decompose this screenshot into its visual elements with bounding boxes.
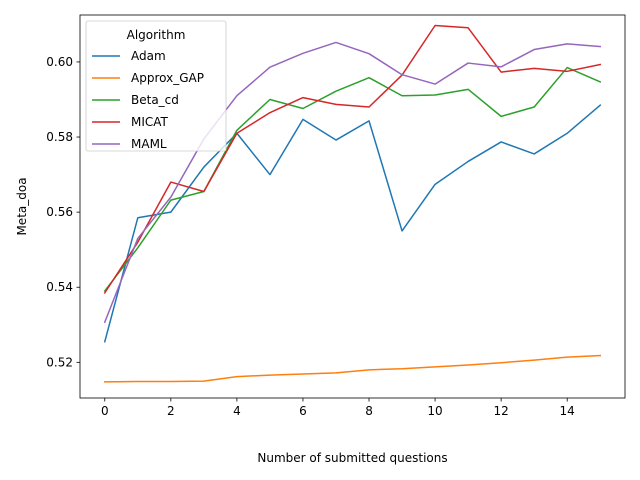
series-line-beta-cd — [103, 66, 602, 293]
y-tick-label: 0.60 — [46, 55, 73, 69]
y-tick-label: 0.54 — [46, 280, 73, 294]
x-tick-label: 8 — [365, 404, 373, 418]
y-axis-ticks: 0.52 0.54 0.56 0.58 0.60 — [46, 55, 80, 369]
series-line-adam — [103, 104, 602, 343]
x-tick-label: 4 — [233, 404, 241, 418]
y-tick-label: 0.56 — [46, 205, 73, 219]
x-tick-label: 2 — [167, 404, 175, 418]
x-axis-ticks: 0 2 4 6 8 10 12 14 — [101, 398, 575, 418]
x-tick-label: 10 — [427, 404, 442, 418]
x-tick-label: 0 — [101, 404, 109, 418]
x-tick-label: 12 — [493, 404, 508, 418]
y-tick-label: 0.58 — [46, 130, 73, 144]
x-tick-label: 6 — [299, 404, 307, 418]
series-line-micat — [103, 24, 602, 294]
y-tick-label: 0.52 — [46, 355, 73, 369]
legend-entry-beta-cd: Beta_cd — [131, 93, 179, 107]
plot-frame — [79, 14, 626, 399]
series-line-maml — [103, 41, 602, 324]
y-axis-label: Meta_doa — [15, 177, 29, 235]
legend-entry-micat: MICAT — [131, 115, 169, 129]
legend-title: Algorithm — [127, 28, 186, 42]
legend: Algorithm Adam Approx_GAP Beta_cd MICAT MAML — [85, 20, 227, 152]
series-line-approx-gap — [104, 354, 602, 383]
series-layer — [103, 24, 602, 383]
legend-entry-adam: Adam — [131, 49, 166, 63]
legend-entry-approx-gap: Approx_GAP — [131, 71, 204, 85]
x-axis-label: Number of submitted questions — [257, 451, 447, 465]
legend-entry-maml: MAML — [131, 137, 167, 151]
x-tick-label: 14 — [560, 404, 575, 418]
legend-box — [85, 20, 227, 152]
